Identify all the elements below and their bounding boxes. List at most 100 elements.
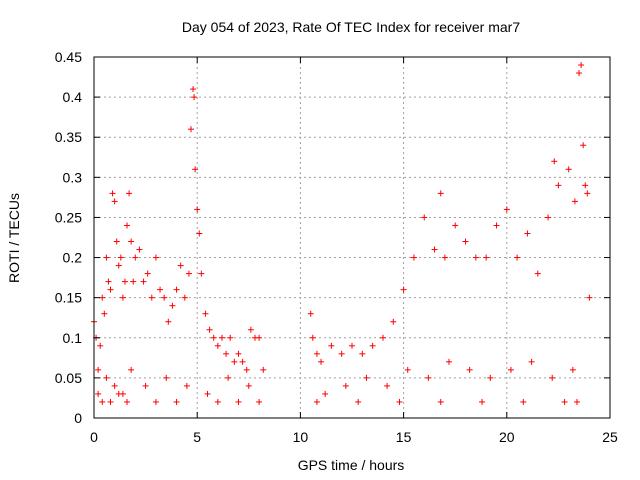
data-point	[487, 374, 494, 381]
data-point	[173, 398, 180, 405]
y-tick-label: 0.45	[55, 49, 82, 65]
data-point	[472, 254, 479, 261]
y-tick-label: 0.1	[63, 330, 83, 346]
data-point	[157, 286, 164, 293]
data-point	[121, 278, 128, 285]
data-point	[446, 358, 453, 365]
data-point	[256, 398, 263, 405]
data-point	[565, 166, 572, 173]
data-point	[95, 366, 102, 373]
data-point	[520, 398, 527, 405]
data-point	[111, 382, 118, 389]
data-point	[425, 374, 432, 381]
data-point	[483, 254, 490, 261]
data-point	[103, 254, 110, 261]
data-point	[507, 366, 514, 373]
data-points	[91, 62, 593, 405]
data-point	[582, 182, 589, 189]
y-tick-label: 0.15	[55, 290, 82, 306]
y-axis-label: ROTI / TECUs	[6, 193, 22, 283]
data-point	[132, 254, 139, 261]
data-point	[99, 294, 106, 301]
y-tick-label: 0.25	[55, 209, 82, 225]
data-point	[555, 182, 562, 189]
data-point	[194, 206, 201, 213]
data-point	[223, 350, 230, 357]
data-point	[369, 342, 376, 349]
data-point	[107, 286, 114, 293]
data-point	[136, 246, 143, 253]
chart-title: Day 054 of 2023, Rate Of TEC Index for r…	[182, 19, 520, 35]
y-tick-label: 0	[74, 410, 82, 426]
data-point	[169, 302, 176, 309]
data-point	[183, 382, 190, 389]
data-point	[218, 334, 225, 341]
data-point	[437, 190, 444, 197]
data-point	[342, 382, 349, 389]
data-point	[109, 190, 116, 197]
data-point	[551, 158, 558, 165]
data-point	[466, 366, 473, 373]
data-point	[198, 270, 205, 277]
data-point	[188, 126, 195, 133]
data-point	[580, 142, 587, 149]
data-point	[152, 254, 159, 261]
data-point	[140, 278, 147, 285]
data-point	[313, 398, 320, 405]
data-point	[437, 398, 444, 405]
data-point	[328, 342, 335, 349]
plot-frame	[93, 56, 611, 419]
data-point	[384, 382, 391, 389]
data-point	[124, 222, 131, 229]
data-point	[318, 358, 325, 365]
data-point	[235, 350, 242, 357]
data-point	[524, 230, 531, 237]
data-point	[561, 398, 568, 405]
y-tick-label: 0.4	[63, 89, 83, 105]
data-point	[225, 374, 232, 381]
data-point	[206, 326, 213, 333]
data-point	[103, 374, 110, 381]
data-point	[545, 214, 552, 221]
data-point	[105, 278, 112, 285]
data-point	[115, 390, 122, 397]
data-point	[214, 342, 221, 349]
data-point	[107, 398, 114, 405]
data-point	[142, 382, 149, 389]
data-point	[99, 398, 106, 405]
data-point	[363, 374, 370, 381]
data-point	[452, 222, 459, 229]
data-point	[210, 334, 217, 341]
data-point	[431, 246, 438, 253]
data-point	[126, 190, 133, 197]
y-tick-label: 0.05	[55, 370, 82, 386]
data-point	[349, 342, 355, 349]
data-point	[396, 398, 403, 405]
data-point	[260, 366, 267, 373]
data-point	[549, 374, 556, 381]
data-point	[177, 262, 184, 269]
data-point	[313, 350, 320, 357]
x-tick-label: 25	[602, 429, 618, 445]
data-point	[410, 254, 417, 261]
data-point	[576, 70, 583, 77]
data-point	[571, 198, 578, 205]
data-point	[181, 294, 188, 301]
y-tick-label: 0.3	[63, 169, 83, 185]
data-point	[441, 254, 448, 261]
data-point	[163, 374, 170, 381]
y-tick-label: 0.2	[63, 250, 83, 266]
x-tick-label: 0	[90, 429, 98, 445]
data-point	[586, 294, 593, 301]
data-point	[322, 390, 329, 397]
x-tick-label: 20	[499, 429, 515, 445]
x-tick-label: 15	[396, 429, 412, 445]
data-point	[569, 366, 576, 373]
data-point	[128, 366, 135, 373]
data-point	[309, 334, 316, 341]
data-point	[144, 270, 151, 277]
data-point	[115, 262, 122, 269]
data-point	[152, 398, 159, 405]
